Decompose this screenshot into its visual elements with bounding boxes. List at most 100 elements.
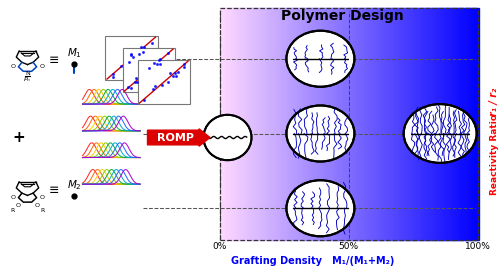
Bar (420, 8, 422, 240)
Text: O: O (40, 195, 44, 200)
Bar (252, 8, 256, 240)
Bar (398, 8, 401, 240)
Bar (342, 8, 345, 240)
Bar (318, 8, 322, 240)
Text: Grafting Density   M₁/(M₁+M₂): Grafting Density M₁/(M₁+M₂) (231, 256, 394, 266)
Bar (413, 8, 416, 240)
Bar (284, 8, 288, 240)
Bar (439, 8, 442, 240)
Bar (385, 8, 388, 240)
Bar (448, 8, 450, 240)
Bar (353, 8, 356, 240)
Bar (226, 8, 230, 240)
Bar (450, 8, 453, 240)
Text: +: + (12, 130, 26, 145)
Bar (416, 8, 418, 240)
Bar (409, 8, 412, 240)
Bar (244, 8, 247, 240)
Text: O: O (40, 64, 44, 69)
Bar (278, 8, 281, 240)
Bar (454, 8, 457, 240)
Bar (467, 8, 470, 240)
Bar (323, 8, 326, 240)
Bar (138, 60, 190, 104)
Bar (349, 8, 352, 240)
Bar (254, 8, 258, 240)
Bar (291, 8, 294, 240)
Text: $M_2$: $M_2$ (66, 179, 82, 193)
Bar (330, 8, 332, 240)
Bar (237, 8, 240, 240)
Bar (336, 8, 339, 240)
Text: 0%: 0% (213, 242, 227, 251)
Bar (379, 8, 382, 240)
Bar (434, 8, 438, 240)
Bar (261, 8, 264, 240)
FancyArrow shape (148, 129, 210, 146)
Bar (338, 8, 341, 240)
Bar (424, 8, 427, 240)
Bar (430, 8, 434, 240)
Bar (276, 8, 279, 240)
Text: R: R (41, 208, 45, 213)
Bar (473, 8, 476, 240)
Bar (300, 8, 302, 240)
Bar (428, 8, 432, 240)
Bar (122, 48, 175, 92)
Bar (344, 8, 348, 240)
Bar (280, 8, 283, 240)
Bar (355, 8, 358, 240)
Bar (458, 8, 462, 240)
Bar (105, 36, 158, 80)
Bar (272, 8, 274, 240)
Text: $P_n$: $P_n$ (24, 75, 32, 84)
Text: 50%: 50% (338, 242, 359, 251)
Bar (302, 8, 304, 240)
Bar (321, 8, 324, 240)
Bar (235, 8, 238, 240)
Bar (250, 8, 253, 240)
Bar (288, 8, 292, 240)
Bar (372, 8, 376, 240)
Bar (328, 8, 330, 240)
Bar (258, 8, 262, 240)
Bar (340, 8, 344, 240)
Bar (312, 8, 316, 240)
Bar (432, 8, 436, 240)
Bar (270, 8, 272, 240)
Bar (282, 8, 286, 240)
Bar (362, 8, 365, 240)
Bar (267, 8, 270, 240)
Text: ROMP: ROMP (156, 132, 194, 143)
Bar (370, 8, 374, 240)
Bar (394, 8, 397, 240)
Bar (297, 8, 300, 240)
Bar (325, 8, 328, 240)
Bar (374, 8, 378, 240)
Bar (334, 8, 337, 240)
Bar (402, 8, 406, 240)
Bar (436, 8, 440, 240)
Bar (456, 8, 459, 240)
Bar (418, 8, 420, 240)
Bar (246, 8, 249, 240)
Bar (242, 8, 244, 240)
Bar (224, 8, 228, 240)
Bar (469, 8, 472, 240)
Ellipse shape (286, 105, 354, 162)
Bar (346, 8, 350, 240)
Bar (220, 8, 223, 240)
Bar (364, 8, 367, 240)
Text: O: O (10, 195, 16, 200)
Text: ≡: ≡ (49, 54, 59, 66)
Bar (452, 8, 455, 240)
Bar (293, 8, 296, 240)
Bar (441, 8, 444, 240)
Bar (476, 8, 478, 240)
Bar (233, 8, 236, 240)
Bar (404, 8, 407, 240)
Bar (381, 8, 384, 240)
Text: Polymer Design: Polymer Design (281, 9, 404, 23)
Bar (366, 8, 369, 240)
Bar (426, 8, 429, 240)
